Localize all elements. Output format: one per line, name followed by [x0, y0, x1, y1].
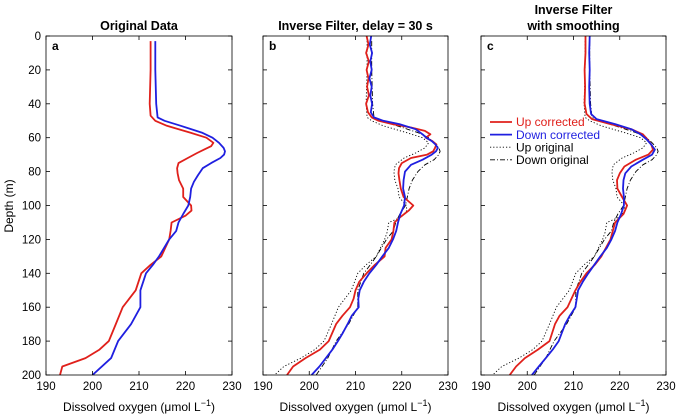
legend-label-up-corrected: Up corrected: [516, 115, 585, 129]
x-tick-label: 190: [36, 381, 55, 393]
x-tick-label: 200: [518, 381, 537, 393]
series-down-corrected-b: [310, 36, 439, 375]
axes-box-a: [45, 35, 233, 376]
series-down-corrected-c: [531, 36, 656, 375]
series-up-original-b: [274, 41, 430, 375]
panel-label-a: a: [52, 39, 59, 53]
panel-title-a: Original Data: [100, 19, 179, 33]
series-down-original-a: [91, 41, 226, 375]
x-tick-label: 190: [471, 381, 490, 393]
y-tick-label: 60: [28, 133, 41, 145]
y-tick-label: 180: [22, 336, 41, 348]
x-axis-label-c: Dissolved oxygen (μmol L−1): [498, 398, 650, 414]
y-tick-label: 200: [22, 370, 41, 382]
x-tick-label: 230: [438, 381, 457, 393]
series-up-corrected-c: [508, 36, 654, 375]
y-tick-label: 0: [35, 31, 41, 43]
x-tick-label: 210: [129, 381, 148, 393]
x-tick-label: 220: [610, 381, 629, 393]
panel-label-b: b: [269, 39, 276, 53]
y-tick-label: 80: [28, 167, 41, 179]
legend-label-up-original: Up original: [516, 140, 573, 154]
series-up-original-c: [492, 41, 648, 375]
panel-title-c: with smoothing: [526, 19, 619, 33]
panel-c: Inverse Filter with smoothing 190 200 210 220…: [471, 3, 675, 414]
y-tick-label: 140: [22, 268, 41, 280]
x-tick-label: 220: [176, 381, 195, 393]
series-up-corrected-b: [286, 36, 438, 375]
x-tick-label: 220: [392, 381, 411, 393]
series-up-original-a: [59, 41, 215, 375]
x-tick-label: 210: [564, 381, 583, 393]
x-tick-label: 230: [656, 381, 675, 393]
x-tick-label: 200: [83, 381, 102, 393]
x-tick-label: 200: [300, 381, 319, 393]
x-axis-label-a: Dissolved oxygen (μmol L−1): [63, 398, 215, 414]
axes-box-c: [480, 35, 667, 376]
panel-title-c: Inverse Filter: [535, 3, 613, 17]
y-tick-label: 120: [22, 234, 41, 246]
panel-a: Original Data 0 20 40 60 80 100 120 140 160 180 200…: [22, 19, 242, 414]
y-tick-label: 160: [22, 302, 41, 314]
legend-label-down-corrected: Down corrected: [516, 128, 600, 142]
y-tick-label: 100: [22, 201, 41, 213]
legend-label-down-original: Down original: [516, 153, 589, 167]
panel-b: Inverse Filter, delay = 30 s 190 200 210 220…: [253, 19, 457, 414]
series-down-original-c: [533, 41, 659, 375]
y-axis-label: Depth (m): [2, 179, 16, 232]
axes-box-b: [262, 35, 449, 376]
x-tick-label: 210: [346, 381, 365, 393]
panel-label-c: c: [487, 39, 494, 53]
y-tick-label: 20: [28, 65, 41, 77]
y-tick-label: 40: [28, 99, 41, 111]
panel-title-b: Inverse Filter, delay = 30 s: [278, 19, 433, 33]
x-tick-label: 190: [253, 381, 272, 393]
x-axis-label-b: Dissolved oxygen (μmol L−1): [280, 398, 432, 414]
series-down-original-b: [315, 41, 441, 375]
x-tick-label: 230: [222, 381, 241, 393]
